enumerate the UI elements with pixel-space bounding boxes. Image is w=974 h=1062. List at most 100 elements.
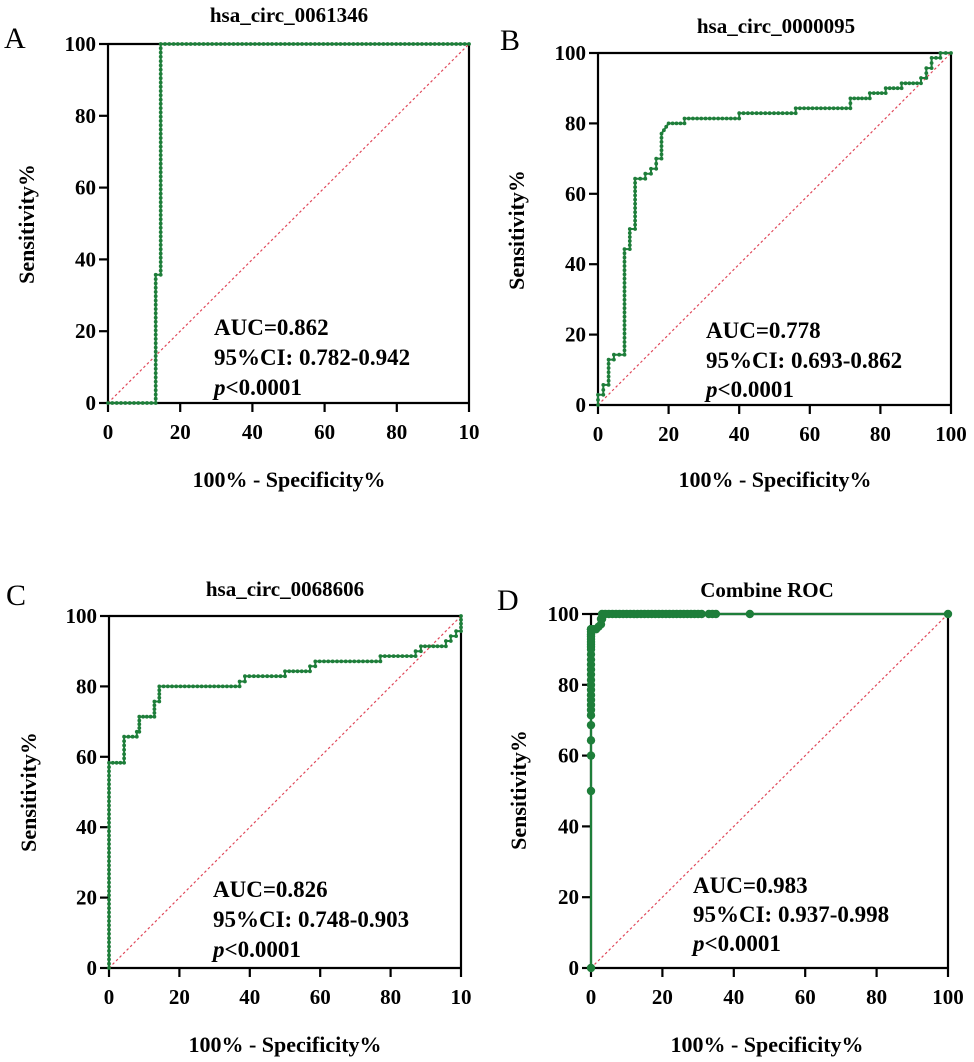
- panel-b-roc-point: [627, 243, 632, 248]
- panel-c-roc-point: [107, 854, 111, 859]
- panel-c-roc-point: [107, 893, 111, 898]
- panel-c-roc-point: [107, 846, 111, 851]
- panel-a-roc-point: [153, 319, 158, 324]
- panel-b-plot-area: 0 20 40 60 80 100 0 20 40 60 80 100: [555, 41, 967, 446]
- panel-b-roc-point: [659, 152, 664, 157]
- panel-a-roc-point: [158, 72, 163, 76]
- panel-c-xtick-label: 20: [169, 985, 190, 1009]
- panel-b-roc-point: [633, 201, 637, 206]
- panel-c-roc-point: [148, 714, 153, 719]
- panel-c-roc-point: [400, 654, 405, 658]
- panel-b-roc-point: [883, 86, 888, 91]
- panel-b-roc-point: [633, 206, 637, 210]
- panel-b-roc-point: [895, 86, 900, 91]
- panel-b-ytick-label: 20: [565, 323, 586, 347]
- panel-a-ytick-label: 0: [86, 391, 97, 415]
- panel-c-roc-point: [134, 734, 139, 739]
- panel-a-roc-point: [153, 281, 158, 286]
- panel-d-roc-point: [697, 609, 706, 619]
- panel-c-roc-point: [243, 674, 247, 679]
- panel-c-roc-point: [454, 629, 458, 633]
- panel-b: B hsa_circ_0000095 0 20 40 60 80 100 0 20 40 60 80…: [500, 14, 967, 492]
- panel-a-roc-point: [360, 42, 364, 46]
- panel-c-roc-point: [459, 617, 463, 622]
- panel-a-roc-point: [171, 42, 176, 46]
- panel-a-roc-point: [193, 42, 197, 46]
- panel-b-ci: 95%CI: 0.693-0.862: [706, 348, 902, 373]
- panel-c-roc-point: [107, 825, 111, 829]
- panel-a-roc-point: [158, 89, 163, 93]
- panel-c-roc-point: [107, 884, 111, 889]
- panel-b-roc-point: [633, 176, 637, 181]
- panel-a-roc-point: [158, 59, 163, 63]
- panel-c-roc-point: [144, 714, 149, 719]
- panel-a-roc-point: [153, 328, 158, 333]
- panel-b-roc-point: [938, 56, 943, 60]
- panel-a-roc-point: [334, 42, 339, 46]
- panel-c-roc-point: [313, 664, 318, 669]
- panel-c-roc-point: [107, 850, 111, 855]
- panel-b-title: hsa_circ_0000095: [697, 14, 855, 38]
- panel-c-plot-area: 0 20 40 60 80 100 0 20 40 60 80 10: [66, 604, 472, 1009]
- panel-a-roc-point: [158, 196, 163, 200]
- panel-b-roc-point: [682, 121, 687, 126]
- panel-a-roc-point: [158, 243, 163, 247]
- panel-c-roc-point: [419, 644, 423, 649]
- panel-a-xtick-label: 40: [242, 420, 263, 444]
- panel-c-roc-point: [182, 684, 187, 689]
- panel-c-roc-point: [431, 644, 436, 649]
- panel-d-p-label: p: [691, 931, 705, 956]
- panel-a-roc-point: [158, 101, 163, 106]
- panel-b-ytick-label: 100: [555, 41, 587, 65]
- panel-c-ytick-label: 0: [87, 956, 98, 980]
- panel-c-roc-point: [107, 820, 111, 825]
- panel-c-roc-point: [427, 644, 432, 649]
- panel-c-roc-point: [107, 914, 111, 919]
- panel-b-roc-point: [691, 116, 695, 121]
- panel-c-roc-point: [107, 927, 111, 932]
- panel-c-roc-point: [178, 684, 183, 689]
- panel-a-roc-point: [394, 42, 399, 46]
- panel-c-roc-point: [278, 674, 283, 679]
- panel-c-roc-point: [137, 726, 142, 730]
- panel-d-xtick-label: 100: [932, 985, 964, 1009]
- panel-b-roc-point: [907, 81, 912, 86]
- panel-a-roc-point: [235, 42, 240, 46]
- panel-c-roc-point: [107, 966, 111, 970]
- panel-a-roc-point: [223, 42, 227, 46]
- panel-b-roc-point: [929, 61, 934, 65]
- panel-c-roc-point: [322, 659, 326, 664]
- panel-c-roc-point: [369, 659, 374, 664]
- panel-b-roc-point: [798, 106, 802, 111]
- panel-a-roc-point: [210, 42, 215, 46]
- panel-c-roc-point: [378, 659, 383, 664]
- panel-b-roc-point: [724, 116, 729, 121]
- panel-c-roc-point: [107, 765, 111, 769]
- panel-a-roc-point: [291, 42, 296, 46]
- panel-a-xtick-label: 60: [314, 420, 335, 444]
- panel-a-roc-point: [153, 392, 158, 397]
- panel-d-roc-point: [943, 609, 953, 619]
- panel-c-roc-point: [308, 669, 312, 674]
- panel-c-roc-point: [283, 669, 287, 674]
- panel-d-roc-point: [711, 609, 721, 619]
- panel-b-roc-point: [622, 331, 627, 336]
- panel-a-roc-point: [158, 140, 163, 145]
- panel-c-roc-point: [107, 902, 111, 906]
- panel-a-roc-point: [158, 123, 163, 128]
- panel-a-roc-point: [114, 401, 119, 405]
- panel-b-roc-point: [806, 106, 811, 111]
- panel-c-roc-point: [287, 669, 292, 674]
- panel-b-roc-point: [622, 314, 627, 319]
- panel-d-xtick-label: 60: [795, 985, 816, 1009]
- panel-b-roc-point: [633, 214, 637, 219]
- panel-b-roc-point: [699, 116, 704, 121]
- panel-d-ci: 95%CI: 0.937-0.998: [693, 902, 889, 927]
- panel-b-roc-point: [649, 171, 653, 176]
- panel-a-roc-point: [132, 401, 136, 405]
- panel-c-roc-point: [110, 760, 115, 765]
- panel-b-roc-point: [633, 218, 637, 223]
- panel-b-roc-point: [633, 197, 637, 202]
- panel-c-roc-point: [330, 659, 335, 664]
- panel-b-roc-point: [938, 51, 943, 55]
